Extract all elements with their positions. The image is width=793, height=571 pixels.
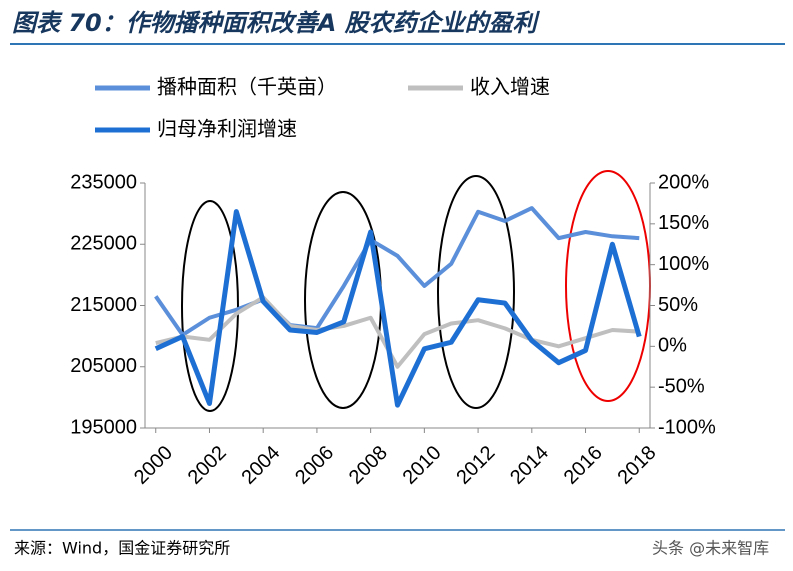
y2-tick-label: 100% xyxy=(658,253,709,275)
legend-label: 收入增速 xyxy=(470,75,550,99)
x-tick-label: 2004 xyxy=(237,442,284,489)
highlight-ellipse xyxy=(565,170,651,402)
x-tick-label: 2010 xyxy=(399,442,446,489)
series-line xyxy=(155,295,640,369)
highlight-ellipse xyxy=(181,200,239,412)
x-tick-label: 2006 xyxy=(291,442,338,489)
y-tick-label: 205000 xyxy=(70,355,137,377)
watermark: 头条 @未来智库 xyxy=(652,539,769,558)
y2-tick-label: -50% xyxy=(658,375,705,397)
series-line xyxy=(154,206,640,337)
legend-label: 播种面积（千英亩） xyxy=(157,75,337,99)
y2-tick-label: 200% xyxy=(658,171,709,193)
x-tick-label: 2002 xyxy=(184,442,231,489)
y-tick-label: 215000 xyxy=(70,294,137,316)
series-line xyxy=(154,209,642,408)
x-tick-label: 2018 xyxy=(614,442,661,489)
y2-tick-label: 50% xyxy=(658,294,698,316)
x-tick-label: 2016 xyxy=(560,442,607,489)
x-tick-label: 2012 xyxy=(452,442,499,489)
highlight-ellipse xyxy=(304,191,382,409)
x-tick-label: 2000 xyxy=(130,442,177,489)
x-tick-label: 2008 xyxy=(345,442,392,489)
y2-tick-label: 150% xyxy=(658,212,709,234)
highlight-ellipse xyxy=(437,175,515,409)
x-tick-label: 2014 xyxy=(506,442,553,489)
y2-tick-label: -100% xyxy=(658,416,716,438)
y2-tick-label: 0% xyxy=(658,335,687,357)
chart-title: 图表 70：作物播种面积改善A 股农药企业的盈利 xyxy=(12,9,541,37)
legend-label: 归母净利润增速 xyxy=(157,117,297,141)
y-tick-label: 195000 xyxy=(70,416,137,438)
y-tick-label: 225000 xyxy=(70,233,137,255)
y-tick-label: 235000 xyxy=(70,171,137,193)
source: 来源：Wind，国金证券研究所 xyxy=(14,539,230,558)
